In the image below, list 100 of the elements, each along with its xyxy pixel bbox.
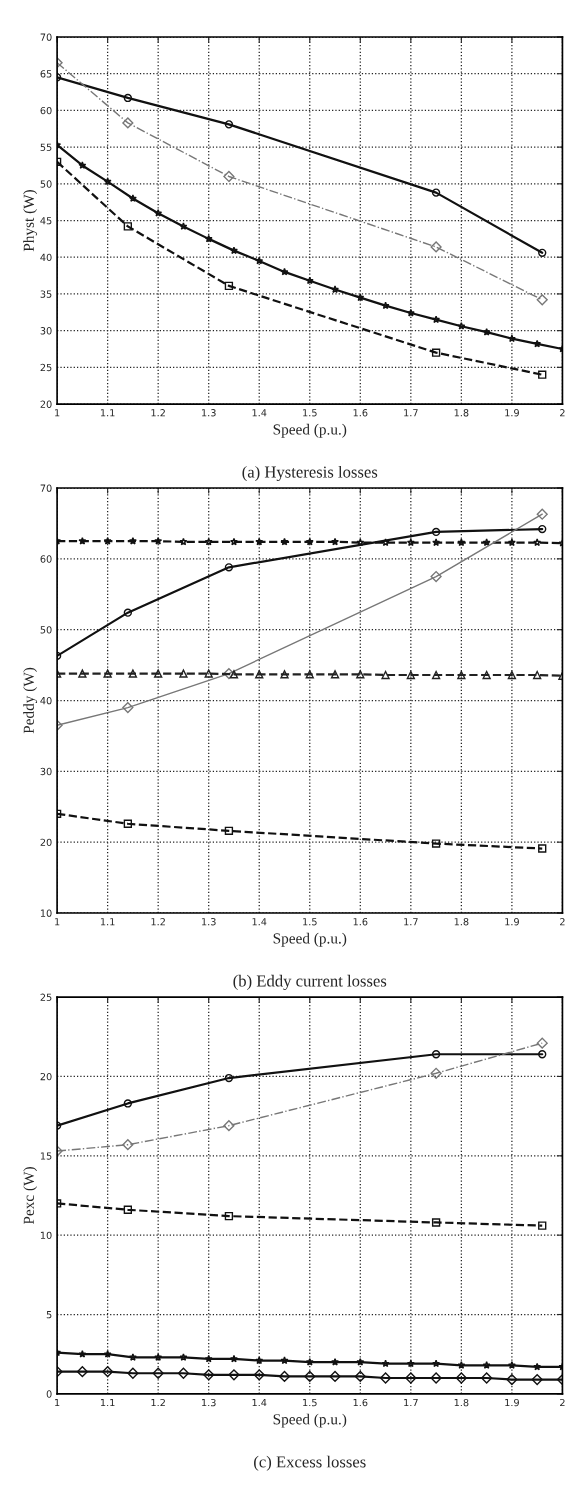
point <box>331 285 340 294</box>
point <box>457 322 466 330</box>
point <box>406 670 416 680</box>
point <box>482 670 491 680</box>
point <box>305 670 314 679</box>
point <box>432 315 441 324</box>
point <box>457 670 466 680</box>
y-tick-label: 70 <box>40 33 52 41</box>
x-tick-label: 1.1 <box>100 918 115 926</box>
y-tick-label: 30 <box>40 767 52 776</box>
point <box>255 670 264 679</box>
x-tick-label: 1.5 <box>303 409 317 417</box>
x-tick-label: 1.7 <box>404 1399 418 1407</box>
point <box>538 1221 547 1230</box>
point <box>78 669 87 678</box>
point <box>536 1037 548 1049</box>
y-tick-label: 20 <box>40 1072 52 1081</box>
point <box>204 669 213 678</box>
point <box>381 301 390 310</box>
point <box>103 1350 112 1358</box>
point <box>152 1367 164 1379</box>
point <box>430 1067 442 1079</box>
x-tick-label: 1.9 <box>505 918 519 926</box>
point <box>538 844 547 853</box>
y-axis-title: Pexc (W) <box>23 1167 38 1225</box>
point <box>431 1050 441 1059</box>
point <box>533 670 542 680</box>
point <box>506 1373 518 1386</box>
point <box>431 839 441 848</box>
point <box>533 538 542 547</box>
point <box>406 538 415 547</box>
point <box>223 1120 235 1132</box>
point <box>154 1353 163 1361</box>
point <box>204 1354 213 1363</box>
point <box>538 524 547 534</box>
point <box>431 527 441 537</box>
y-axis-title: Peddy (W) <box>23 667 38 734</box>
point <box>102 1366 114 1378</box>
x-tick-label: 1.4 <box>252 409 267 417</box>
x-tick-label: 1.1 <box>100 409 115 417</box>
point <box>379 1372 392 1384</box>
x-tick-label: 2 <box>560 1398 565 1407</box>
y-tick-label: 40 <box>40 253 52 262</box>
point <box>229 1354 238 1363</box>
x-axis-title: Speed (p.u.) <box>273 1413 347 1428</box>
point <box>177 1367 190 1379</box>
y-tick-label: 40 <box>40 696 52 705</box>
point <box>430 1372 442 1384</box>
point <box>354 1370 366 1383</box>
point <box>536 294 548 306</box>
y-tick-label: 10 <box>40 909 52 917</box>
x-tick-label: 2 <box>560 409 565 417</box>
y-tick-label: 55 <box>40 143 52 151</box>
x-tick-label: 1.4 <box>252 1399 267 1407</box>
y-tick-label: 20 <box>40 838 52 846</box>
point <box>430 570 442 583</box>
point <box>356 670 365 679</box>
point <box>223 170 235 183</box>
x-tick-label: 1.9 <box>505 409 519 417</box>
point <box>457 538 466 547</box>
point <box>179 1353 188 1361</box>
x-tick-label: 2 <box>560 918 565 926</box>
x-tick-label: 1.3 <box>202 1398 216 1407</box>
y-tick-label: 5 <box>46 1311 52 1319</box>
point <box>76 1366 88 1378</box>
point <box>128 1353 137 1361</box>
point <box>431 188 441 197</box>
x-tick-label: 1.1 <box>100 1399 115 1407</box>
y-tick-label: 15 <box>40 1152 52 1160</box>
point <box>431 348 441 357</box>
point <box>78 1350 87 1358</box>
point <box>330 670 340 679</box>
y-tick-label: 60 <box>40 106 52 115</box>
text: (a) Hysteresis losses <box>242 465 378 482</box>
point <box>123 608 133 617</box>
x-axis-title: Speed (p.u.) <box>273 423 347 438</box>
point <box>255 1356 264 1365</box>
point <box>154 209 163 217</box>
point <box>507 1361 516 1369</box>
point <box>122 1139 134 1151</box>
point <box>224 1211 234 1221</box>
y-tick-label: 10 <box>40 1231 52 1239</box>
point <box>406 1359 415 1368</box>
point <box>533 339 542 348</box>
point <box>381 670 390 680</box>
point <box>229 537 238 546</box>
x-tick-label: 1 <box>55 409 60 417</box>
x-tick-label: 1.4 <box>252 918 267 926</box>
point <box>280 537 289 546</box>
point <box>278 1370 291 1383</box>
y-tick-label: 65 <box>40 70 52 78</box>
point <box>538 248 547 257</box>
point <box>356 1357 365 1366</box>
point <box>223 667 235 680</box>
y-tick-label: 0 <box>46 1390 52 1398</box>
point <box>432 538 441 547</box>
point <box>507 670 517 680</box>
point <box>224 120 234 129</box>
point <box>128 536 137 545</box>
x-tick-label: 1.8 <box>454 918 469 926</box>
